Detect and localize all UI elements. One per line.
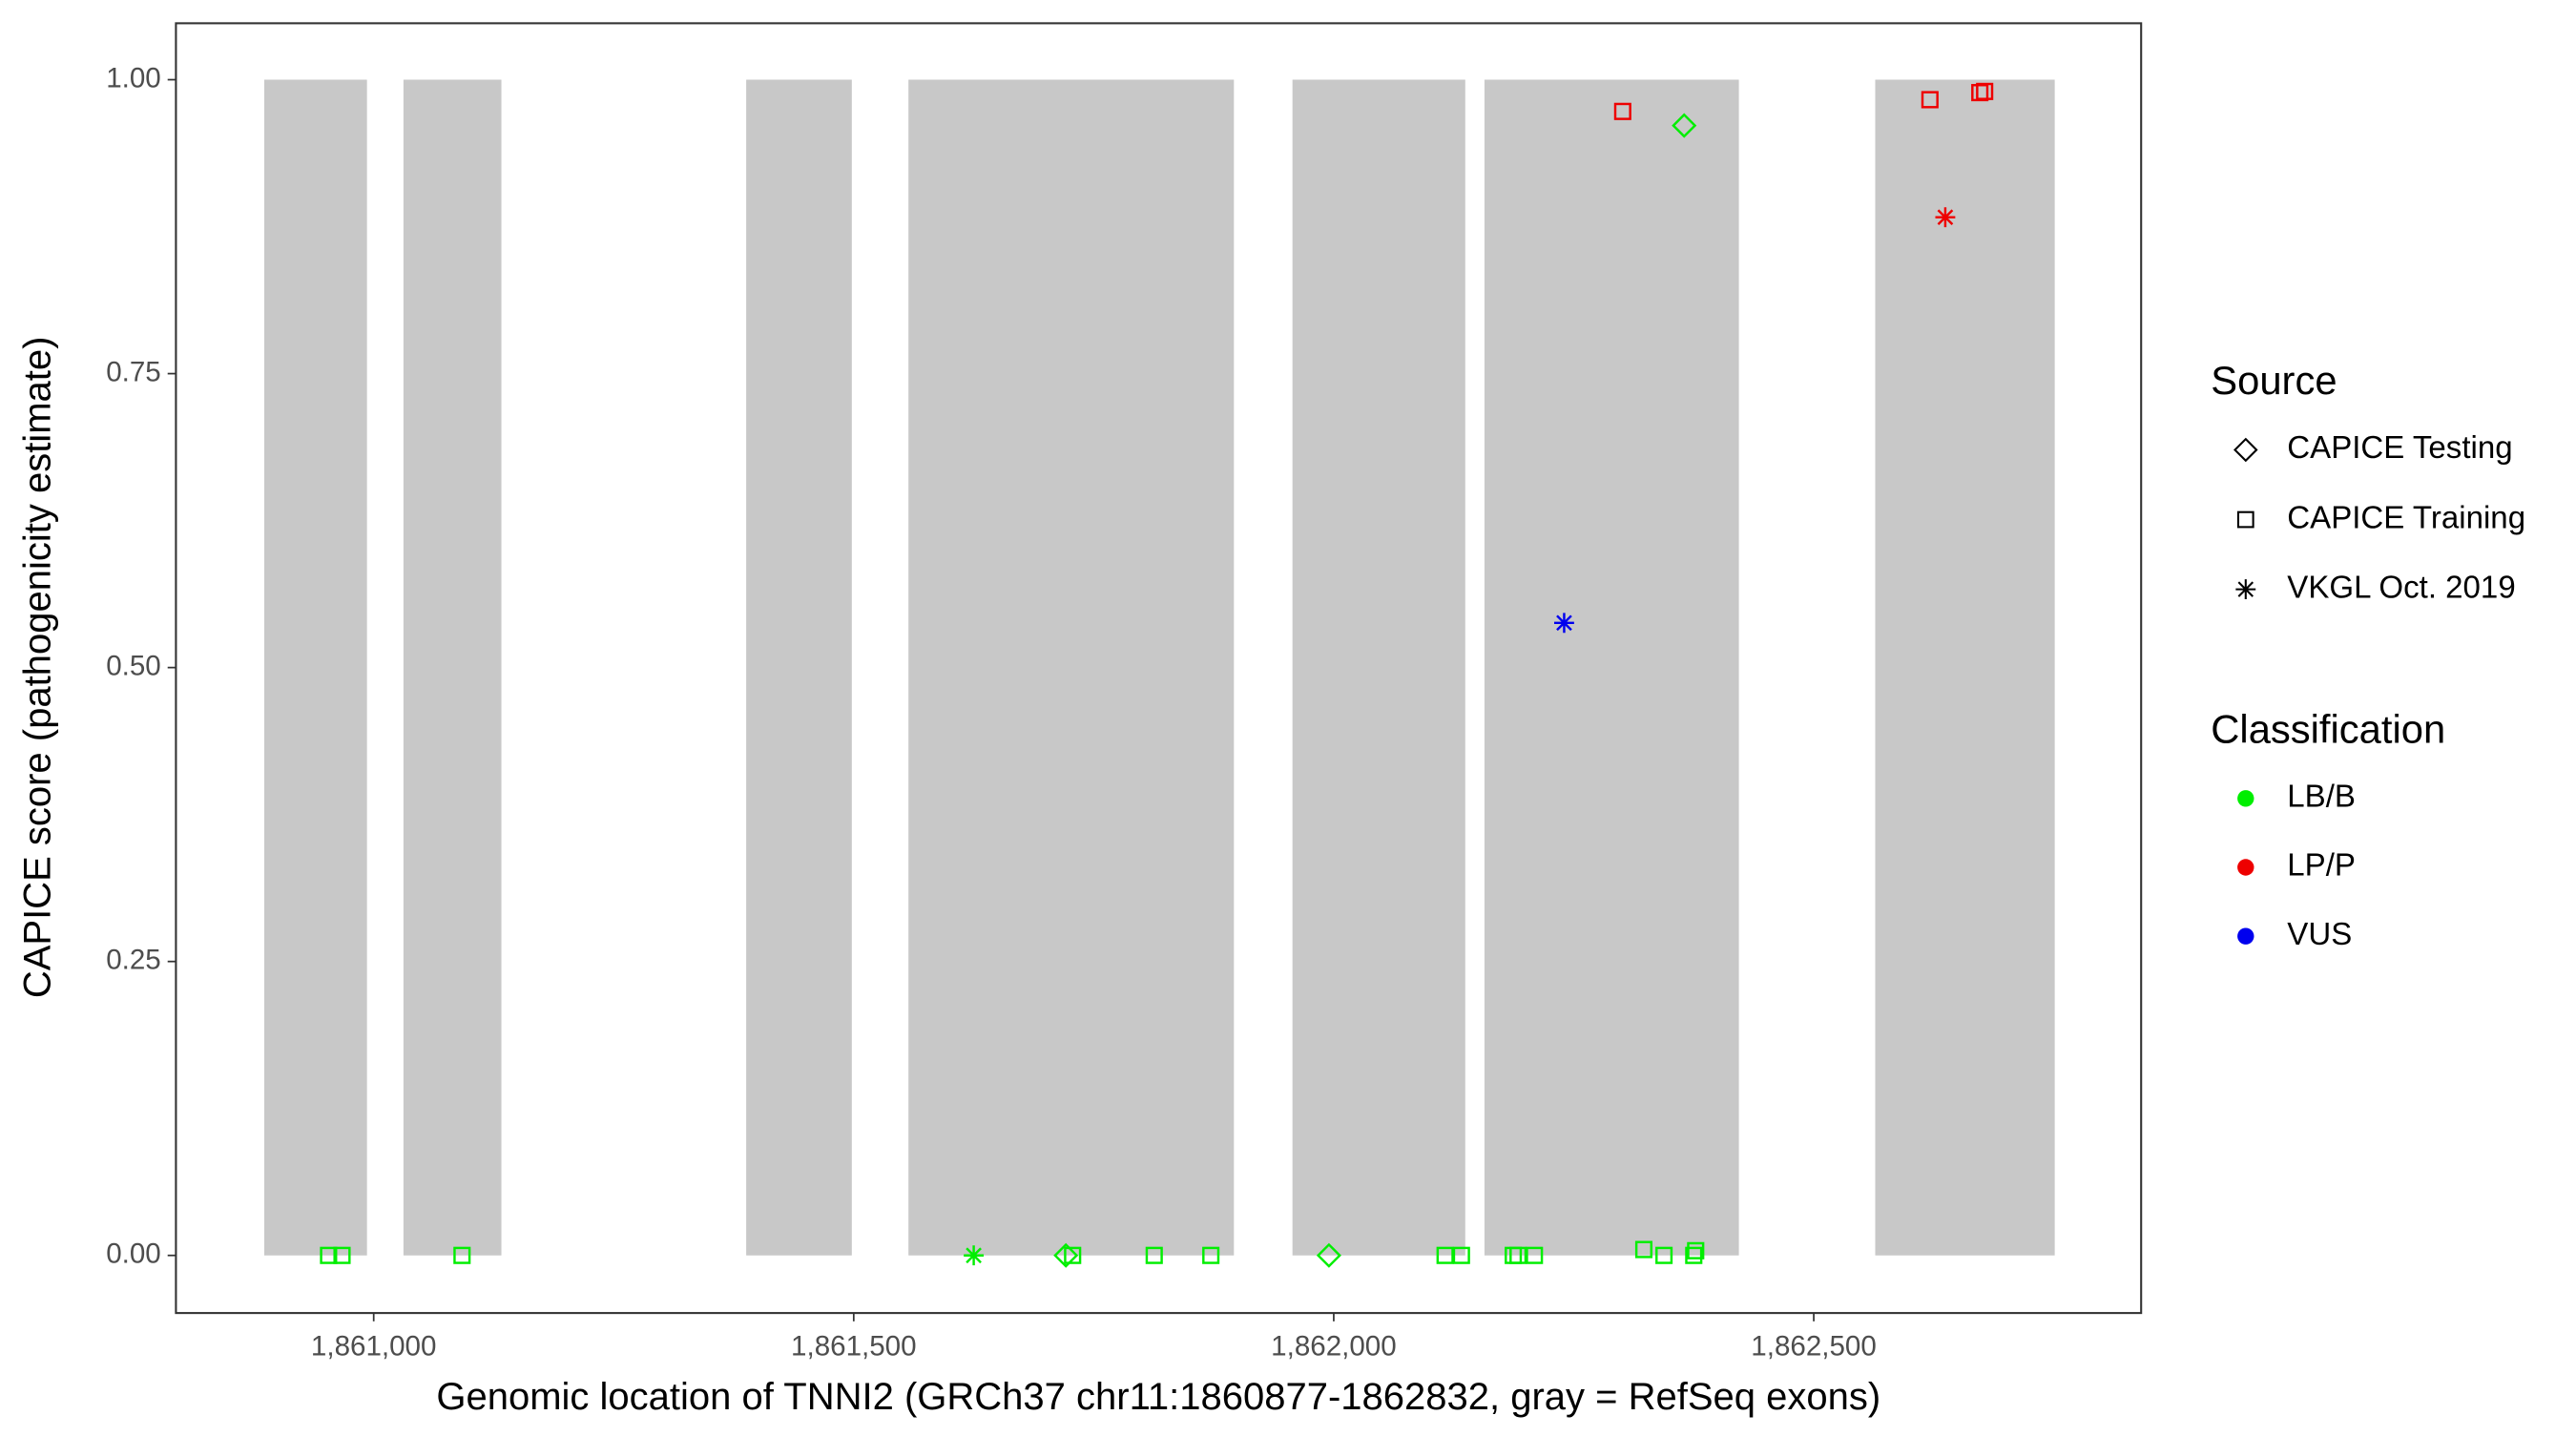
point: [453, 1246, 471, 1264]
exon: [1484, 79, 1739, 1256]
point: [1935, 207, 1956, 228]
legend-title: Source: [2211, 358, 2337, 403]
legend-label: LP/P: [2287, 848, 2356, 884]
point: [320, 1246, 338, 1264]
point: [1655, 1246, 1673, 1264]
x-axis-title: Genomic location of TNNI2 (GRCh37 chr11:…: [436, 1376, 1880, 1418]
legend-swatch: [2237, 790, 2254, 807]
legend-symbol: [2235, 579, 2256, 600]
y-axis-title: CAPICE score (pathogenicity estimate): [16, 337, 58, 999]
y-tick-label: 0.25: [106, 944, 161, 975]
legend-label: VUS: [2287, 917, 2352, 952]
point: [1064, 1246, 1082, 1264]
point: [1526, 1246, 1544, 1264]
legend-label: LB/B: [2287, 780, 2356, 815]
point: [1554, 613, 1574, 634]
point: [1921, 91, 1939, 109]
point: [1145, 1246, 1163, 1264]
point: [1685, 1246, 1703, 1264]
y-tick-label: 1.00: [106, 62, 161, 94]
point: [1436, 1246, 1454, 1264]
x-tick-label: 1,862,500: [1751, 1330, 1877, 1362]
legend-title: Classification: [2211, 706, 2445, 751]
x-tick-label: 1,861,500: [791, 1330, 917, 1362]
y-tick-label: 0.50: [106, 650, 161, 681]
legend-label: CAPICE Training: [2287, 500, 2525, 535]
exon: [746, 79, 852, 1256]
point: [1202, 1246, 1220, 1264]
exon: [908, 79, 1235, 1256]
point: [1509, 1246, 1527, 1264]
y-tick-label: 0.00: [106, 1238, 161, 1270]
legend-symbol: [2236, 510, 2254, 529]
point: [1976, 82, 1994, 100]
x-tick-label: 1,861,000: [311, 1330, 437, 1362]
legend-label: CAPICE Testing: [2287, 430, 2512, 466]
point: [1613, 102, 1631, 120]
point: [1316, 1242, 1341, 1268]
legend-swatch: [2237, 859, 2254, 876]
exon: [263, 79, 367, 1256]
point: [1053, 1242, 1079, 1268]
x-tick-label: 1,862,000: [1271, 1330, 1397, 1362]
legend-swatch: [2237, 927, 2254, 945]
exon: [403, 79, 502, 1256]
point: [1971, 84, 1989, 102]
point: [333, 1246, 351, 1264]
legend-label: VKGL Oct. 2019: [2287, 570, 2515, 605]
point: [1687, 1241, 1705, 1259]
legend-symbol: [2233, 437, 2258, 463]
y-tick-label: 0.75: [106, 356, 161, 387]
exon: [1292, 79, 1465, 1256]
point: [1634, 1240, 1653, 1259]
point: [1452, 1246, 1470, 1264]
exon: [1875, 79, 2055, 1256]
point: [964, 1245, 985, 1266]
point: [1672, 113, 1697, 138]
